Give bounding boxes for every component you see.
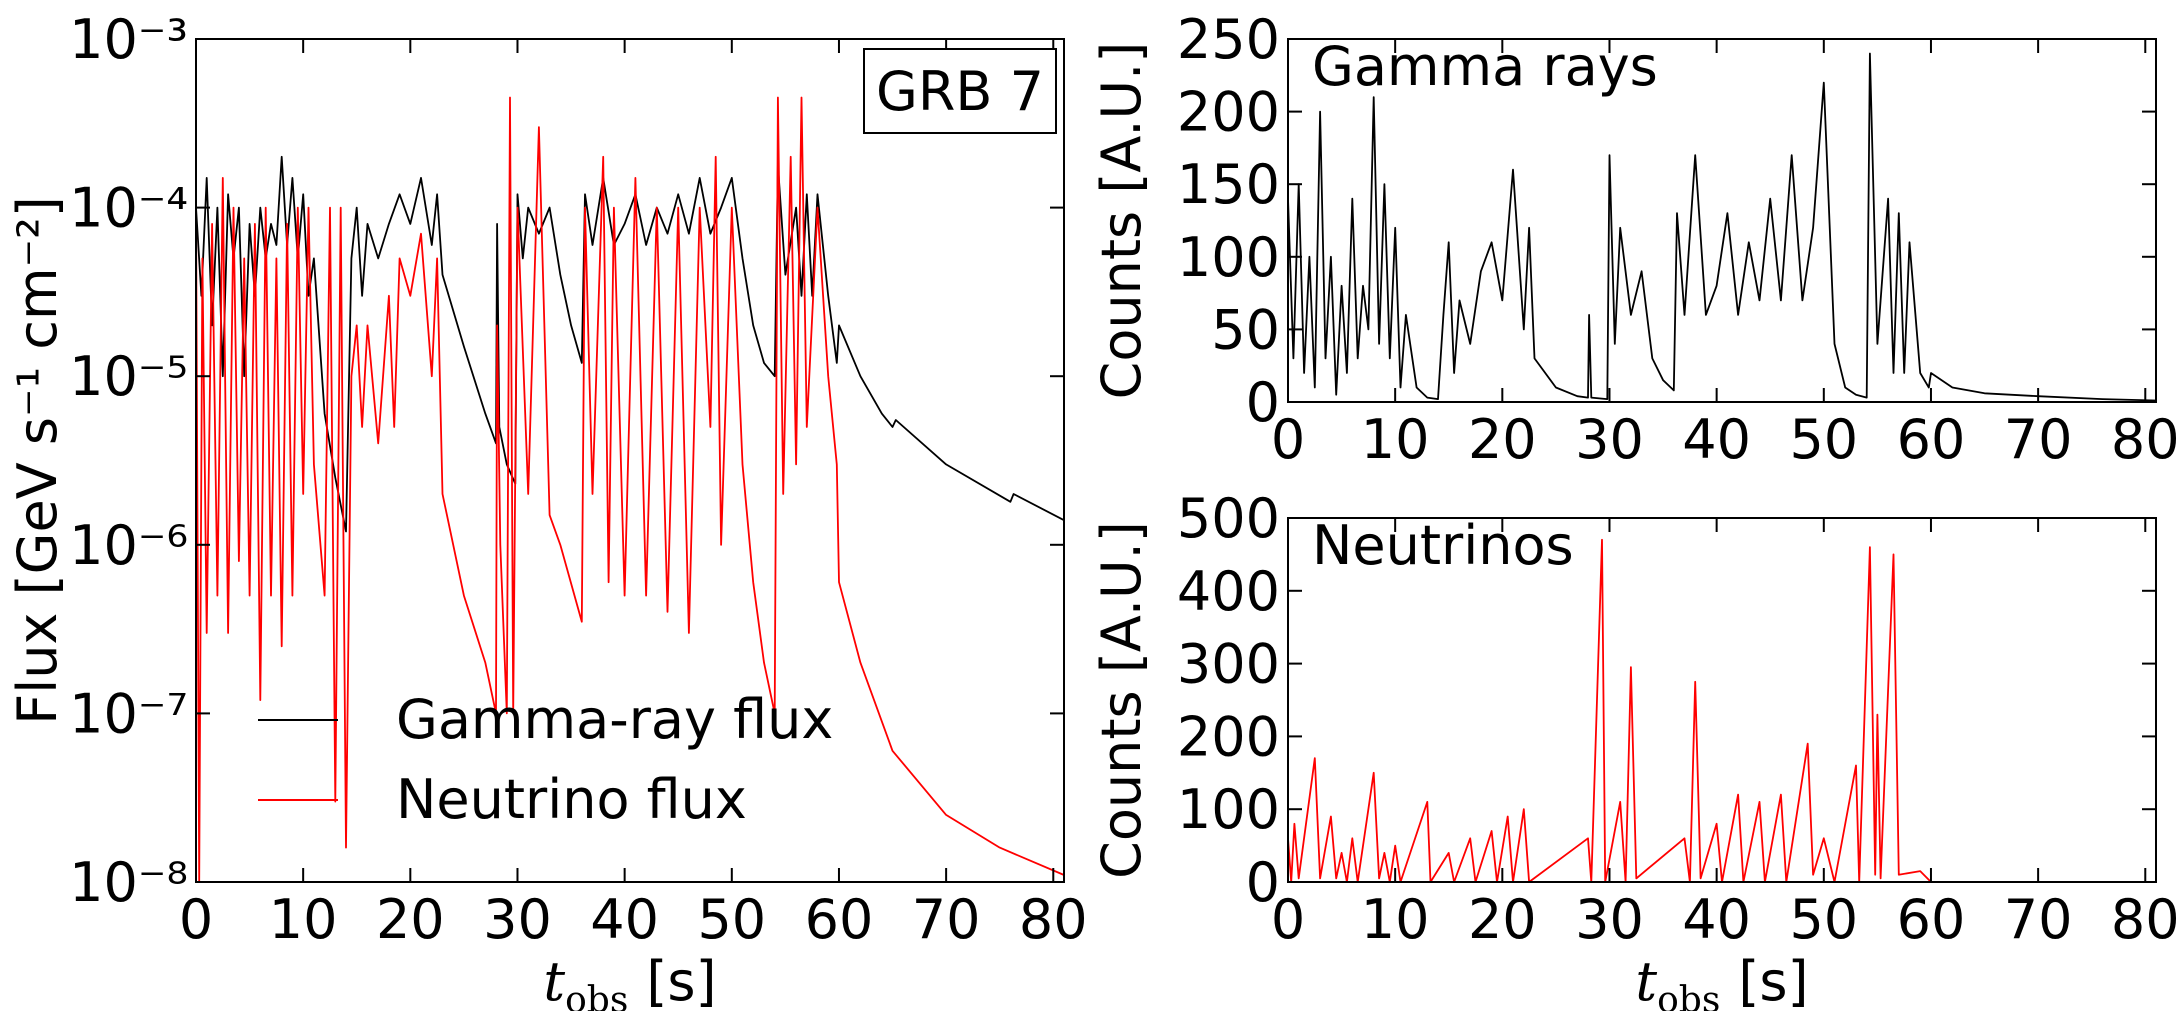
annotation-box [863, 48, 1057, 134]
y-tick-label: 200 [1177, 705, 1280, 768]
y-tick-label: 250 [1177, 8, 1280, 71]
y-tick-label: 300 [1177, 633, 1280, 696]
x-label-unit: [s] [1738, 950, 1808, 1011]
y-tick-label: 0 [1246, 371, 1280, 434]
x-tick-label: 20 [1468, 888, 1537, 951]
plot-frame [195, 38, 1065, 883]
x-tick-label: 10 [269, 888, 338, 951]
y-tick-label: 200 [1177, 81, 1280, 144]
x-tick-label: 20 [1468, 408, 1537, 471]
x-tick-label: 80 [2111, 408, 2180, 471]
y-tick-label: 10⁻³ [69, 8, 188, 71]
annotation: Gamma rays [1312, 35, 1658, 98]
y-tick-label: 100 [1177, 226, 1280, 289]
x-tick-label: 70 [2004, 408, 2073, 471]
x-label-subscript: obs [565, 980, 628, 1011]
x-tick-label: 0 [1271, 408, 1305, 471]
x-label-symbol: t [1635, 950, 1657, 1011]
x-tick-label: 50 [697, 888, 766, 951]
y-tick-label: 10⁻⁶ [69, 514, 188, 577]
plot-frame [1287, 38, 2157, 403]
plot-frame [1287, 517, 2157, 883]
x-tick-label: 30 [483, 888, 552, 951]
x-axis-label: tobs [s] [1635, 950, 1808, 1011]
x-tick-label: 60 [1897, 888, 1966, 951]
y-tick-label: 400 [1177, 560, 1280, 623]
y-axis-label: Counts [A.U.] [1090, 521, 1153, 879]
data-line [1287, 538, 2156, 883]
y-tick-label: 500 [1177, 487, 1280, 550]
y-tick-label: 10⁻⁸ [69, 851, 188, 914]
x-label-symbol: t [543, 950, 565, 1011]
y-axis-label: Counts [A.U.] [1090, 42, 1153, 400]
x-tick-label: 10 [1361, 408, 1430, 471]
annotation: Neutrinos [1312, 514, 1574, 577]
x-tick-label: 30 [1575, 888, 1644, 951]
y-tick-label: 10⁻⁵ [69, 345, 188, 408]
y-tick-label: 100 [1177, 778, 1280, 841]
legend-label: Gamma-ray flux [396, 688, 833, 751]
data-line [195, 96, 1065, 883]
x-tick-label: 70 [2004, 888, 2073, 951]
y-tick-label: 10⁻⁷ [69, 682, 188, 745]
x-tick-label: 40 [590, 888, 659, 951]
y-tick-label: 0 [1246, 851, 1280, 914]
x-tick-label: 40 [1682, 888, 1751, 951]
x-tick-label: 30 [1575, 408, 1644, 471]
x-tick-label: 80 [2111, 888, 2180, 951]
x-tick-label: 0 [179, 888, 213, 951]
x-tick-label: 70 [912, 888, 981, 951]
x-tick-label: 0 [1271, 888, 1305, 951]
legend-label: Neutrino flux [396, 768, 747, 831]
annotation: GRB 7 [876, 60, 1044, 123]
x-tick-label: 10 [1361, 888, 1430, 951]
x-tick-label: 50 [1789, 408, 1858, 471]
y-tick-label: 150 [1177, 153, 1280, 216]
x-axis-label: tobs [s] [543, 950, 716, 1011]
x-label-subscript: obs [1657, 980, 1720, 1011]
data-line [1287, 52, 2157, 402]
x-tick-label: 20 [376, 888, 445, 951]
x-tick-label: 40 [1682, 408, 1751, 471]
x-label-unit: [s] [646, 950, 716, 1011]
y-tick-label: 10⁻⁴ [69, 177, 188, 240]
x-tick-label: 60 [1897, 408, 1966, 471]
x-tick-label: 60 [805, 888, 874, 951]
y-axis-label: Flux [GeV s⁻¹ cm⁻²] [6, 196, 69, 725]
x-tick-label: 80 [1019, 888, 1088, 951]
x-tick-label: 50 [1789, 888, 1858, 951]
y-tick-label: 50 [1211, 298, 1280, 361]
